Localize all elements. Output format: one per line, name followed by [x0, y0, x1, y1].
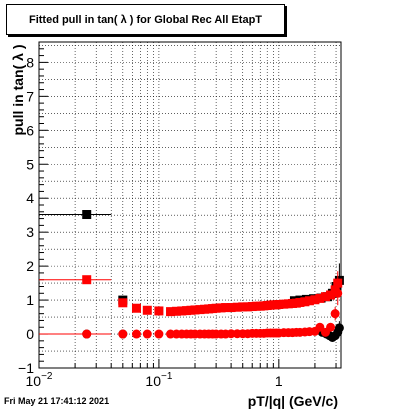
x-tick-label-base: 1: [275, 373, 283, 389]
data-point-square: [295, 297, 305, 307]
data-point-square: [320, 292, 330, 302]
data-point-square: [232, 302, 242, 312]
data-point-square: [195, 305, 205, 315]
data-point-square: [300, 297, 310, 307]
y-tick-label: 2: [26, 258, 34, 274]
x-tick-label-base: 10: [145, 373, 161, 389]
data-point-square: [238, 302, 248, 312]
data-point-square: [118, 298, 128, 308]
y-tick-label: 6: [26, 122, 34, 138]
data-point-square: [310, 295, 320, 305]
data-point-square: [131, 303, 141, 313]
x-tick-label-exponent: −2: [41, 371, 53, 382]
y-tick-label: 1: [26, 292, 34, 308]
data-point-circle: [82, 329, 92, 339]
x-tick-label: 10−1: [145, 371, 172, 389]
chart-title-box: Fitted pull in tan( λ ) for Global Rec A…: [6, 4, 285, 35]
data-point-square: [315, 293, 325, 303]
data-point-circle: [330, 309, 340, 319]
data-point-circle: [118, 329, 128, 339]
data-point-circle: [333, 288, 343, 298]
y-tick-label: −1: [18, 360, 34, 376]
x-tick-label-exponent: −1: [161, 371, 173, 382]
data-layer: [39, 210, 344, 342]
data-point-square: [326, 290, 336, 300]
plot-area: [39, 42, 341, 368]
data-point-square: [221, 303, 231, 313]
data-point-square: [304, 296, 314, 306]
timestamp-footer: Fri May 21 17:41:12 2021: [4, 396, 110, 406]
data-point-square: [142, 305, 152, 315]
data-point-circle: [142, 329, 152, 339]
data-point-circle: [334, 323, 344, 333]
data-point-square: [171, 306, 181, 316]
x-tick-label: 1: [275, 373, 283, 389]
data-point-square: [226, 303, 236, 313]
y-tick-label: 4: [26, 190, 34, 206]
data-point-circle: [131, 329, 141, 339]
data-point-square: [274, 299, 284, 309]
data-point-square: [82, 275, 92, 285]
data-point-square: [216, 303, 226, 313]
y-tick-label: 3: [26, 224, 34, 240]
y-tick-label: 7: [26, 88, 34, 104]
data-point-square: [177, 306, 187, 316]
series-red-circles: [39, 281, 343, 339]
x-axis-label: pT/|q| (GeV/c): [248, 393, 338, 409]
y-tick-label: 0: [26, 326, 34, 342]
data-point-square: [190, 305, 200, 315]
data-point-square: [166, 307, 176, 317]
data-point-circle: [154, 329, 164, 339]
y-tick-label: 5: [26, 156, 34, 172]
grid-layer: [39, 42, 341, 368]
data-point-square: [243, 302, 253, 312]
chart-title: Fitted pull in tan( λ ) for Global Rec A…: [28, 13, 263, 26]
x-tick-label: 10−2: [26, 371, 53, 389]
data-point-square: [279, 299, 289, 309]
data-point-square: [154, 306, 164, 316]
data-point-square: [82, 210, 92, 220]
y-axis-label: pull in tan( λ ): [10, 45, 26, 136]
series-red-squares: [39, 271, 343, 317]
data-point-square: [211, 303, 221, 313]
x-tick-label-base: 10: [26, 373, 42, 389]
data-point-circle: [326, 322, 336, 332]
y-tick-label: 8: [26, 54, 34, 70]
